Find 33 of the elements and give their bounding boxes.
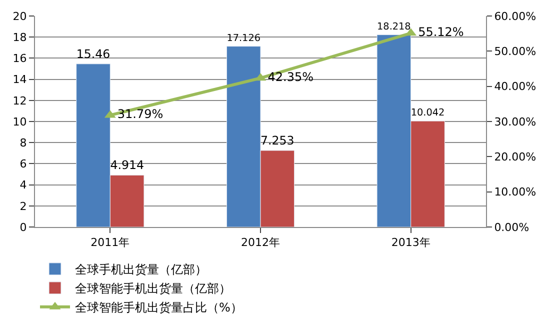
y-tick-label: 2: [20, 200, 27, 213]
y2-tick-label: 0.00%: [494, 220, 530, 234]
data-label: 10.042: [410, 108, 445, 119]
legend-label: 全球手机出货量（亿部）: [75, 262, 207, 277]
data-label: 31.79%: [117, 107, 164, 122]
y-tick-label: 12: [12, 94, 27, 108]
y2-tick-label: 50.00%: [494, 45, 536, 58]
y-tick-label: 14: [12, 73, 27, 86]
y2-tick-label: 30.00%: [494, 115, 536, 128]
y2-tick-label: 10.00%: [494, 186, 536, 199]
x-tick-label: 2011年: [90, 236, 130, 250]
y-tick-label: 16: [12, 52, 27, 66]
y-tick-label: 6: [20, 158, 27, 171]
data-label: 42.35%: [268, 70, 314, 84]
y2-tick-label: 40.00%: [494, 80, 536, 94]
y2-tick-label: 20.00%: [494, 150, 536, 164]
y-tick-label: 20: [12, 10, 27, 23]
y-tick-label: 18: [12, 30, 27, 44]
x-tick-label: 2012年: [241, 236, 280, 250]
data-label: 4.914: [110, 158, 144, 172]
data-label: 18.218: [377, 21, 411, 32]
data-label: 7.253: [260, 134, 294, 148]
y2-tick-label: 60.00%: [494, 10, 536, 23]
legend-label: 全球智能手机出货量（亿部）: [75, 282, 231, 296]
data-label: 15.46: [76, 46, 110, 61]
y-tick-label: 0: [20, 220, 27, 234]
y-tick-label: 8: [20, 136, 27, 150]
x-tick-label: 2013年: [391, 236, 430, 250]
y-tick-label: 4: [20, 178, 27, 192]
data-label: 55.12%: [418, 25, 464, 40]
legend-label: 全球智能手机出货量占比（%）: [75, 300, 242, 315]
y-tick-label: 10: [12, 115, 27, 128]
data-label: 17.126: [226, 32, 260, 44]
